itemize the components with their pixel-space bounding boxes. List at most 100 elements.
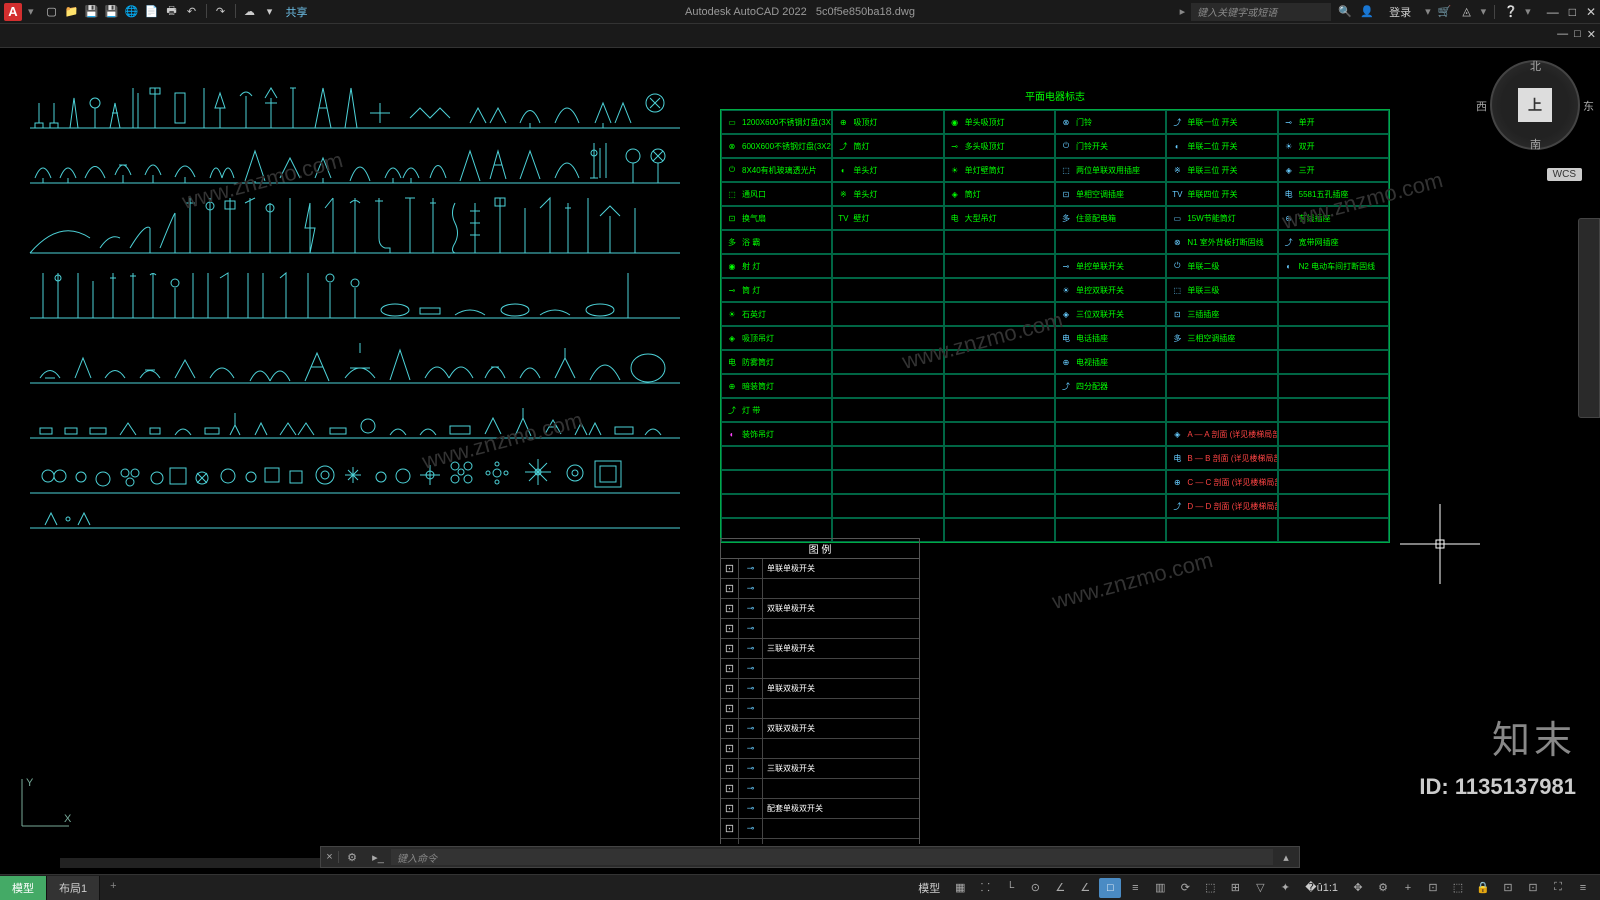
dynucs-icon[interactable]: ⊞ — [1224, 878, 1246, 898]
gizmo-icon[interactable]: ✦ — [1274, 878, 1296, 898]
cmdline-close-icon[interactable]: × — [321, 851, 339, 863]
hwacc-icon[interactable]: ⊡ — [1522, 878, 1544, 898]
snap-icon[interactable]: ⸬ — [974, 878, 996, 898]
quick-access-toolbar: ▢ 📁 💾 💾 🌐 📄 🖶 ↶ ↷ ☁ ▾ — [44, 4, 278, 20]
grid-icon[interactable]: ▦ — [949, 878, 971, 898]
undo-icon[interactable]: ↶ — [184, 4, 200, 20]
search-expand-icon[interactable]: ▸ — [1180, 5, 1186, 18]
share-button[interactable]: 共享 — [286, 4, 308, 20]
cloud-icon[interactable]: ☁ — [242, 4, 258, 20]
electrical-cell — [1166, 518, 1277, 542]
electrical-cell: ⬚通风口 — [721, 182, 832, 206]
window-title: Autodesk AutoCAD 2022 5c0f5e850ba18.dwg — [685, 6, 915, 18]
redo-icon[interactable]: ↷ — [213, 4, 229, 20]
cmdline-customize-icon[interactable]: ⚙ — [343, 851, 361, 864]
plot-icon[interactable]: 📄 — [144, 4, 160, 20]
electrical-cell: ⊸单开 — [1278, 110, 1389, 134]
electrical-cell: ◐N2 电动车间打断固线 — [1278, 254, 1389, 278]
electrical-cell — [1055, 446, 1166, 470]
open-icon[interactable]: 📁 — [64, 4, 80, 20]
electrical-cell: ⏻单联二级 — [1166, 254, 1277, 278]
view-cube[interactable]: 上 北 南 西 东 — [1490, 60, 1580, 150]
cmdline-history-icon[interactable]: ▴ — [1277, 851, 1295, 864]
menu-dropdown-icon[interactable]: ▾ — [28, 5, 34, 18]
electrical-cell — [1278, 302, 1389, 326]
command-input[interactable]: 键入命令 — [391, 849, 1273, 865]
isolate-icon[interactable]: ⊡ — [1497, 878, 1519, 898]
electrical-cell: ▭15W节能筒灯 — [1166, 206, 1277, 230]
electrical-cell: ◈筒灯 — [944, 182, 1055, 206]
isodraft-icon[interactable]: ∠ — [1049, 878, 1071, 898]
electrical-cell: ※单联三位 开关 — [1166, 158, 1277, 182]
lamp-row-4 — [30, 273, 680, 318]
tab-model[interactable]: 模型 — [0, 876, 47, 900]
search-icon[interactable]: 🔍 — [1337, 4, 1353, 20]
tab-add[interactable]: + — [100, 876, 126, 900]
status-bar: 模型 布局1 + 模型 ▦ ⸬ └ ⊙ ∠ ∠ □ ≡ ▥ ⟳ ⬚ ⊞ ▽ ✦ … — [0, 874, 1600, 900]
minimize-icon[interactable]: — — [1547, 5, 1559, 19]
anno-monitor-icon[interactable]: + — [1397, 878, 1419, 898]
otrack-icon[interactable]: ∠ — [1074, 878, 1096, 898]
doc-minimize-icon[interactable]: — — [1557, 28, 1568, 41]
cycling-icon[interactable]: ⟳ — [1174, 878, 1196, 898]
lockui-icon[interactable]: 🔒 — [1472, 878, 1494, 898]
filter-icon[interactable]: ▽ — [1249, 878, 1271, 898]
workspace-icon[interactable]: ⚙ — [1372, 878, 1394, 898]
table-title: 平面电器标志 — [720, 88, 1390, 103]
doc-maximize-icon[interactable]: □ — [1574, 28, 1581, 41]
electrical-cell: ⤴单联一位 开关 — [1166, 110, 1277, 134]
save-icon[interactable]: 💾 — [84, 4, 100, 20]
electrical-cell — [1055, 494, 1166, 518]
command-line[interactable]: × ⚙ ▸_ 键入命令 ▴ — [320, 846, 1300, 868]
electrical-cell — [832, 446, 943, 470]
osnap-icon[interactable]: □ — [1099, 878, 1121, 898]
electrical-cell — [832, 302, 943, 326]
electrical-cell — [832, 422, 943, 446]
electrical-cell — [1278, 422, 1389, 446]
user-icon[interactable]: 👤 — [1359, 4, 1375, 20]
3dosnap-icon[interactable]: ⬚ — [1199, 878, 1221, 898]
transparency-icon[interactable]: ▥ — [1149, 878, 1171, 898]
lamp-row-3 — [30, 198, 680, 253]
units-icon[interactable]: ⊡ — [1422, 878, 1444, 898]
drawing-canvas[interactable]: 平面电器标志 ▭1200X600不锈钢灯盘(3X40W)⊕吸顶灯◉单头吸顶灯⊗门… — [0, 48, 1600, 844]
cleanscreen-icon[interactable]: ⛶ — [1547, 878, 1569, 898]
electrical-cell — [944, 470, 1055, 494]
legend-table: 图 例 ⊡⊸单联单极开关⊡⊸⊡⊸双联单极开关⊡⊸⊡⊸三联单极开关⊡⊸⊡⊸单联双极… — [720, 538, 920, 844]
electrical-cell — [832, 254, 943, 278]
electrical-cell — [1278, 494, 1389, 518]
lineweight-icon[interactable]: ≡ — [1124, 878, 1146, 898]
anno-scale[interactable]: �û 1:1 — [1299, 878, 1344, 898]
doc-close-icon[interactable]: ✕ — [1587, 28, 1596, 41]
electrical-cell — [832, 278, 943, 302]
web-icon[interactable]: 🌐 — [124, 4, 140, 20]
electrical-cell — [1278, 398, 1389, 422]
app-icon[interactable]: ◬ — [1459, 4, 1475, 20]
polar-icon[interactable]: ⊙ — [1024, 878, 1046, 898]
print-icon[interactable]: 🖶 — [164, 4, 180, 20]
electrical-cell — [721, 494, 832, 518]
electrical-cell — [944, 326, 1055, 350]
search-input[interactable]: 键入关键字或短语 — [1191, 3, 1331, 21]
qprops-icon[interactable]: ⬚ — [1447, 878, 1469, 898]
tab-layout1[interactable]: 布局1 — [47, 876, 100, 900]
new-icon[interactable]: ▢ — [44, 4, 60, 20]
anno-vis-icon[interactable]: ✥ — [1347, 878, 1369, 898]
app-logo[interactable]: A — [4, 3, 22, 21]
ortho-icon[interactable]: └ — [999, 878, 1021, 898]
close-icon[interactable]: ✕ — [1586, 5, 1596, 19]
nav-bar[interactable] — [1578, 218, 1600, 418]
ribbon-tab-strip: — □ ✕ — [0, 24, 1600, 48]
electrical-cell: ◉单头吸顶灯 — [944, 110, 1055, 134]
wcs-badge[interactable]: WCS — [1547, 168, 1582, 181]
electrical-cell — [944, 518, 1055, 542]
login-button[interactable]: 登录 — [1389, 4, 1411, 20]
customize-icon[interactable]: ≡ — [1572, 878, 1594, 898]
saveas-icon[interactable]: 💾 — [104, 4, 120, 20]
dropdown-icon[interactable]: ▾ — [262, 4, 278, 20]
model-space-button[interactable]: 模型 — [912, 878, 946, 898]
electrical-cell: ⊗600X600不锈钢灯盘(3X20W) — [721, 134, 832, 158]
help-icon[interactable]: ❔ — [1503, 4, 1519, 20]
maximize-icon[interactable]: □ — [1569, 5, 1576, 19]
cart-icon[interactable]: 🛒 — [1437, 4, 1453, 20]
